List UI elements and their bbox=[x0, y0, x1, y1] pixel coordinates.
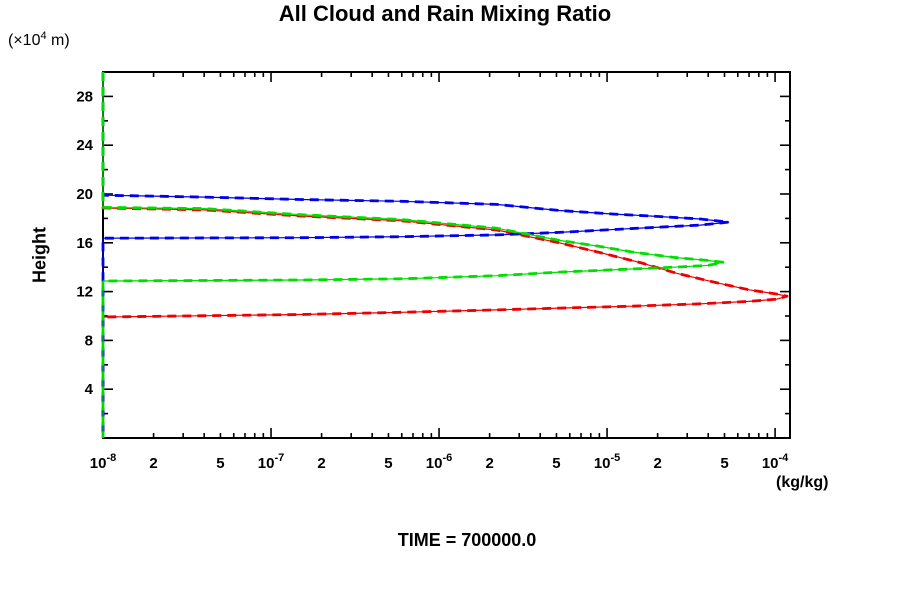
x-tick-label: 10-4 bbox=[762, 452, 789, 472]
y-axis-unit-label: (×104 m) bbox=[8, 30, 70, 50]
x-tick-label: 2 bbox=[149, 455, 157, 472]
axes-box bbox=[102, 71, 791, 439]
y-tick-label: 16 bbox=[76, 235, 93, 252]
x-tick-label: 2 bbox=[317, 455, 325, 472]
x-tick-label: 5 bbox=[720, 455, 728, 472]
series-green-line-dashes bbox=[101, 72, 725, 438]
x-tick-label: 2 bbox=[653, 455, 661, 472]
x-tick-label: 10-8 bbox=[90, 452, 116, 472]
x-tick-label: 10-7 bbox=[258, 452, 284, 472]
series-red-line bbox=[102, 72, 788, 438]
y-axis-unit-exponent: 4 bbox=[40, 30, 47, 42]
x-tick-label: 5 bbox=[384, 455, 392, 472]
y-tick-label: 20 bbox=[76, 186, 93, 203]
y-tick-label: 28 bbox=[76, 88, 93, 105]
x-axis-unit-label: (kg/kg) bbox=[776, 474, 829, 491]
series-blue-line-dashes bbox=[101, 72, 731, 438]
y-axis-unit-prefix: (×10 bbox=[8, 32, 41, 49]
y-axis-unit-suffix: m) bbox=[46, 32, 70, 49]
x-tick-label: 10-5 bbox=[594, 452, 620, 472]
series-blue-line bbox=[102, 72, 730, 438]
chart-title: All Cloud and Rain Mixing Ratio bbox=[278, 1, 612, 26]
x-tick-label: 10-6 bbox=[426, 452, 452, 472]
series-green-line bbox=[102, 72, 724, 438]
x-tick-label: 5 bbox=[552, 455, 560, 472]
y-tick-label: 4 bbox=[85, 381, 94, 398]
series-red-line-dashes bbox=[101, 72, 789, 438]
time-caption: TIME = 700000.0 bbox=[397, 530, 537, 550]
y-tick-label: 12 bbox=[76, 284, 93, 301]
x-tick-label: 5 bbox=[216, 455, 224, 472]
y-tick-label: 8 bbox=[85, 332, 93, 349]
y-tick-label: 24 bbox=[76, 137, 93, 154]
x-tick-label: 2 bbox=[485, 455, 493, 472]
